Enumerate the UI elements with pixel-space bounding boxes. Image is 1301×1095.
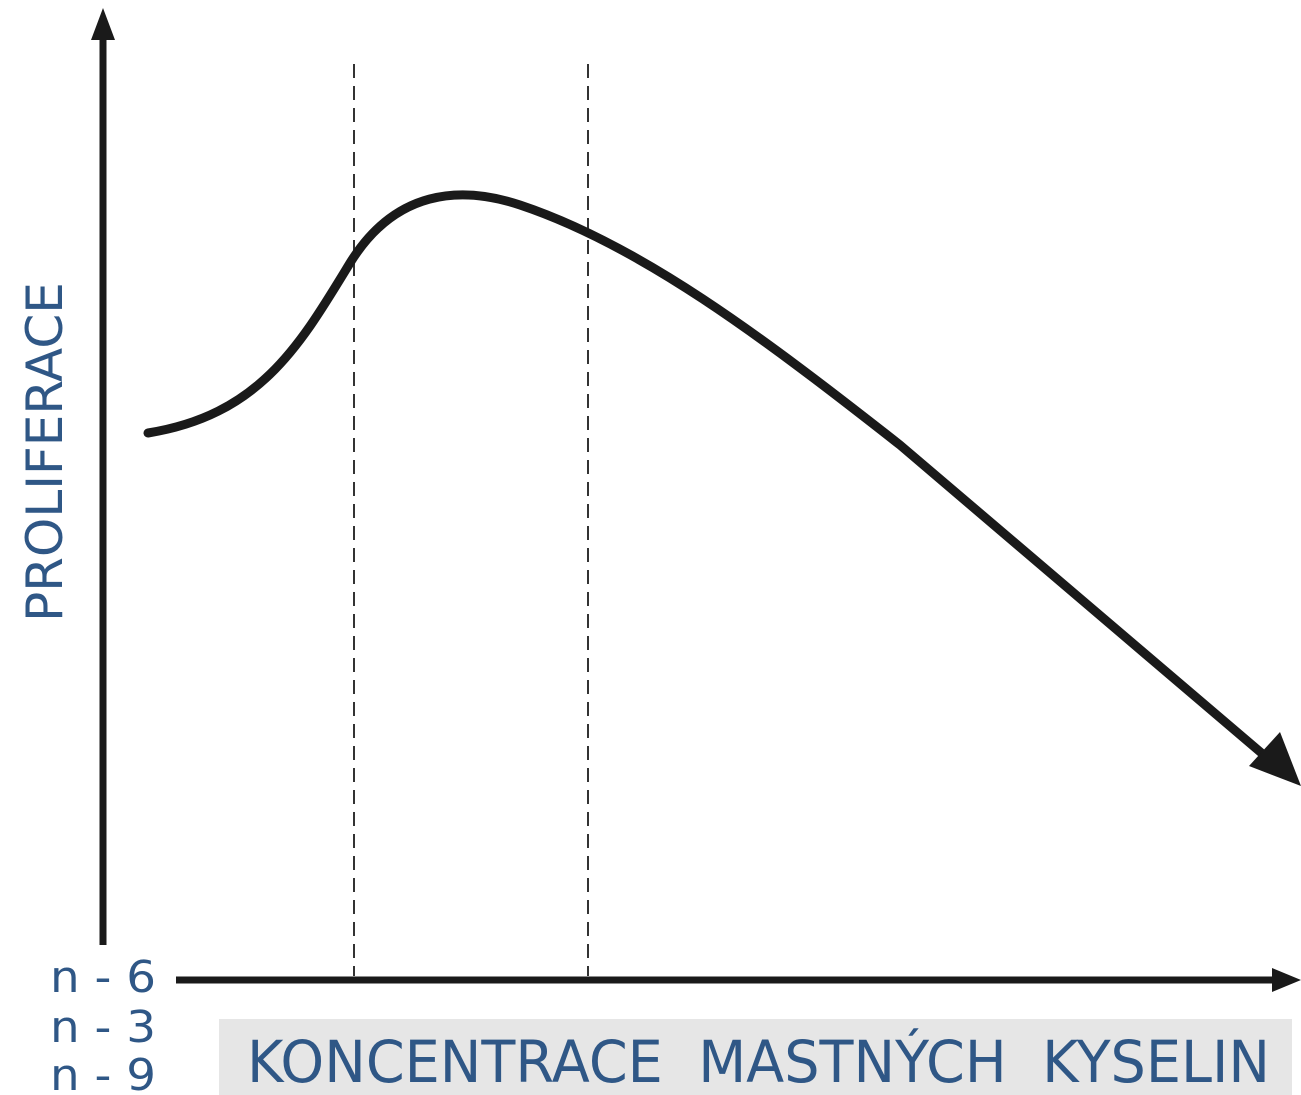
proliferation-curve: [143, 190, 1270, 761]
series-label-n9: n - 9: [50, 1050, 156, 1095]
series-label-n6: n - 6: [50, 952, 156, 1003]
x-axis-label: KONCENTRACE MASTNÝCH KYSELIN: [247, 1027, 1270, 1095]
y-axis-arrowhead: [91, 8, 115, 40]
curve-arrowhead: [1249, 732, 1301, 786]
y-axis-label: PROLIFERACE: [16, 282, 74, 622]
x-axis-label-background: [219, 1019, 1292, 1095]
x-axis-arrowhead: [1272, 968, 1301, 992]
series-label-n3: n - 3: [50, 1002, 156, 1053]
